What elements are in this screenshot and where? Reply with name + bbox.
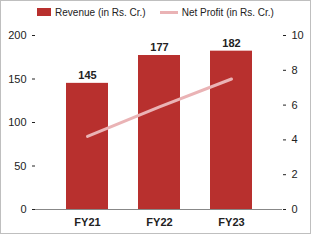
svg-text:177: 177: [150, 41, 168, 53]
svg-text:FY23: FY23: [218, 216, 244, 228]
svg-text:10: 10: [292, 29, 304, 41]
svg-text:0: 0: [20, 203, 26, 215]
svg-text:50: 50: [14, 160, 26, 172]
svg-text:150: 150: [8, 73, 26, 85]
svg-text:FY21: FY21: [74, 216, 100, 228]
svg-text:6: 6: [292, 99, 298, 111]
svg-text:4: 4: [292, 133, 298, 145]
svg-text:200: 200: [8, 29, 26, 41]
html-text:Net Profit (in Rs. Cr.): Net Profit (in Rs. Cr.): [181, 6, 274, 18]
svg-text:100: 100: [8, 116, 26, 128]
svg-text:182: 182: [222, 37, 240, 49]
html-text:Revenue (in Rs. Cr.): Revenue (in Rs. Cr.): [55, 6, 146, 18]
svg-text:145: 145: [78, 69, 96, 81]
svg-text:FY22: FY22: [146, 216, 172, 228]
svg-text:8: 8: [292, 64, 298, 76]
svg-text:0: 0: [292, 203, 298, 215]
svg-text:2: 2: [292, 168, 298, 180]
